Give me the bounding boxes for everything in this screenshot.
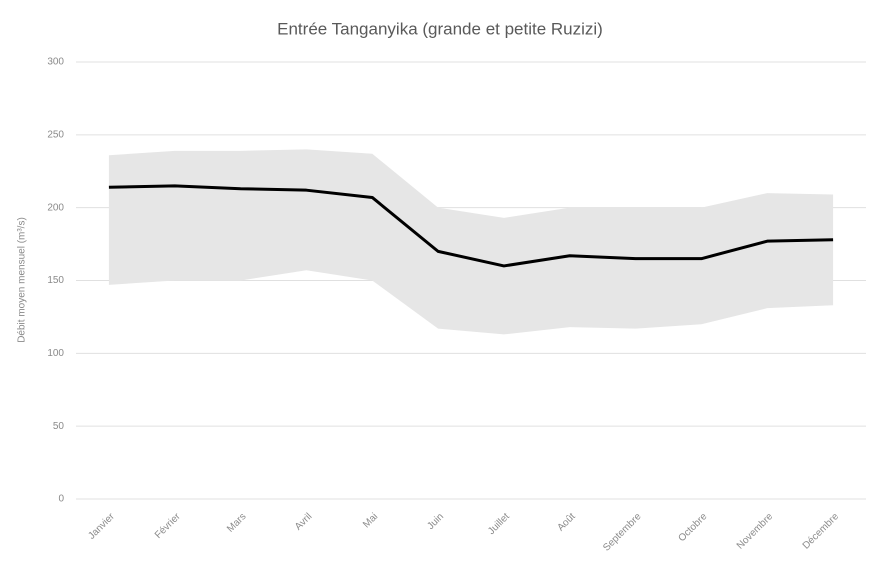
range-band (108, 149, 834, 335)
x-tick-label: Juillet (486, 511, 512, 537)
y-tick-label: 50 (53, 421, 65, 432)
y-axis-label: Débit moyen mensuel (m³/s) (17, 217, 28, 343)
y-tick-label: 250 (47, 129, 64, 140)
y-tick-label: 100 (47, 348, 64, 359)
x-tick-label: Septembre (601, 511, 644, 554)
x-tick-label: Août (555, 511, 577, 533)
y-tick-label: 150 (47, 275, 64, 286)
x-tick-label: Juin (425, 511, 446, 532)
x-tick-label: Avril (293, 511, 314, 532)
mean-line (108, 184, 834, 268)
x-tick-label: Mars (225, 511, 249, 535)
x-tick-label: Décembre (801, 511, 842, 552)
x-tick-label: Février (153, 511, 183, 541)
x-tick-label: Mai (361, 511, 380, 530)
x-tick-label: Octobre (676, 511, 709, 544)
x-tick-label: Janvier (86, 511, 117, 542)
x-tick-label: Novembre (735, 511, 776, 552)
y-tick-label: 0 (58, 494, 64, 505)
chart-title: Entrée Tanganyika (grande et petite Ruzi… (277, 19, 603, 38)
y-tick-label: 300 (47, 57, 64, 68)
y-tick-label: 200 (47, 202, 64, 213)
